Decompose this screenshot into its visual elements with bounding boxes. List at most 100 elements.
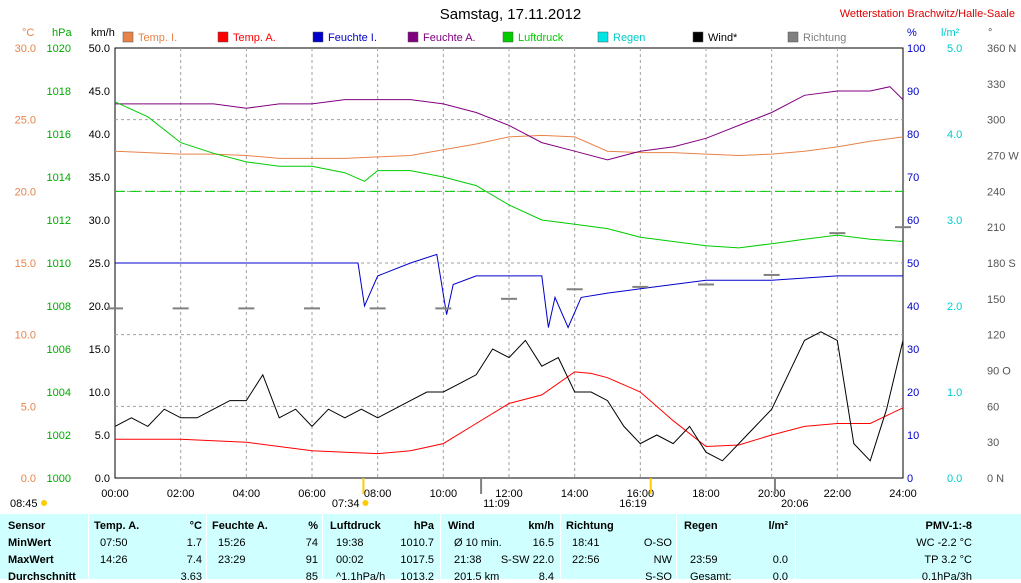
legend-label: Feuchte A. — [423, 32, 476, 44]
time-tick-label: 14:00 — [561, 488, 589, 500]
direction-dot — [107, 307, 123, 310]
sensor-header: Sensor — [8, 520, 46, 532]
axis-unit-label: hPa — [52, 27, 72, 39]
rain-tick-label: 3.0 — [947, 215, 962, 227]
page-title: Samstag, 17.11.2012 — [439, 6, 582, 23]
hpa-tick-label: 1000 — [47, 473, 71, 485]
temp-tick-label: 20.0 — [15, 186, 36, 198]
temp-tick-label: 15.0 — [15, 258, 36, 270]
legend-label: Temp. A. — [233, 32, 276, 44]
luftdruck-value: 1010.7 — [400, 537, 434, 549]
axis-unit-label: % — [907, 27, 917, 39]
richtung-value: S-SO — [645, 571, 672, 583]
legend-swatch — [312, 31, 324, 43]
kmh-tick-label: 40.0 — [89, 129, 110, 141]
dir-tick-label: 330 — [987, 79, 1005, 91]
temp-tick-label: 10.0 — [15, 330, 36, 342]
luftdruck-unit: hPa — [413, 520, 434, 532]
dir-tick-label: 210 — [987, 222, 1005, 234]
wind-value: S-SW 22.0 — [500, 554, 554, 566]
sunset-label: 16:19 — [619, 498, 647, 510]
pct-tick-label: 30 — [907, 344, 919, 356]
kmh-tick-label: 0.0 — [95, 473, 110, 485]
rain-tick-label: 1.0 — [947, 387, 962, 399]
richtung-value: O-SO — [643, 537, 672, 549]
temp-tick-label: 5.0 — [21, 401, 36, 413]
richtung-header: Richtung — [566, 520, 614, 532]
dir-tick-label: 270 W — [987, 151, 1019, 163]
hpa-tick-label: 1006 — [47, 344, 71, 356]
time-tick-label: 16:00 — [627, 488, 655, 500]
temp-tick-label: 30.0 — [15, 43, 36, 55]
pmv-value: 0.1hPa/3h — [921, 571, 972, 583]
regen-value: 0.0 — [772, 554, 788, 566]
hpa-tick-label: 1014 — [47, 172, 71, 184]
temp_a-value: 3.63 — [180, 571, 202, 583]
pct-tick-label: 60 — [907, 215, 919, 227]
series-line-luftdruck — [114, 101, 904, 249]
feuchte-time: 23:29 — [218, 554, 246, 566]
legend-label: Richtung — [803, 32, 846, 44]
richtung-time: 18:41 — [572, 537, 600, 549]
pmv-value: WC -2.2 °C — [916, 537, 972, 549]
temp_a-header: Temp. A. — [94, 520, 140, 532]
moon-label: 20:06 — [781, 498, 809, 510]
time-tick-label: 04:00 — [233, 488, 261, 500]
sensor-row-label: MaxWert — [8, 554, 54, 566]
left-time-label: 08:45 — [10, 498, 38, 510]
dir-tick-label: 300 — [987, 115, 1005, 127]
temp_a-value: 1.7 — [186, 537, 202, 549]
column-separator — [206, 514, 207, 579]
hpa-tick-label: 1004 — [47, 387, 71, 399]
kmh-tick-label: 5.0 — [95, 430, 110, 442]
axis-unit-label: ° — [988, 27, 992, 39]
time-tick-label: 08:00 — [364, 488, 392, 500]
direction-dot — [501, 297, 517, 300]
legend-swatch — [407, 31, 419, 43]
time-tick-label: 00:00 — [101, 488, 129, 500]
pct-tick-label: 80 — [907, 129, 919, 141]
luftdruck-time: 19:38 — [336, 537, 364, 549]
pct-tick-label: 50 — [907, 258, 919, 270]
kmh-tick-label: 45.0 — [89, 86, 110, 98]
column-separator — [88, 514, 89, 579]
dir-tick-label: 180 S — [987, 258, 1016, 270]
dir-tick-label: 60 — [987, 401, 999, 413]
feuchte-time: 15:26 — [218, 537, 246, 549]
dir-tick-label: 30 — [987, 437, 999, 449]
stats-table: Sensor MinWert MaxWert Durchschnitt Temp. A.… — [0, 514, 1021, 583]
wind-time: Ø 10 min. — [454, 537, 502, 549]
pct-tick-label: 70 — [907, 172, 919, 184]
legend-label: Regen — [613, 32, 645, 44]
sensor-row-label: MinWert — [8, 537, 52, 549]
series-line-wind — [114, 331, 904, 462]
luftdruck-value: 1017.5 — [400, 554, 434, 566]
luftdruck-value: 1013.2 — [400, 571, 434, 583]
rain-tick-label: 2.0 — [947, 301, 962, 313]
feuchte-value: 91 — [305, 554, 318, 566]
pmv-value: TP 3.2 °C — [924, 554, 972, 566]
legend-label: Luftdruck — [518, 32, 564, 44]
sunrise-label: 07:34 — [332, 498, 360, 510]
direction-dot — [895, 226, 911, 229]
pct-tick-label: 10 — [907, 430, 919, 442]
pct-tick-label: 100 — [907, 43, 925, 55]
temp_a-time: 14:26 — [100, 554, 128, 566]
direction-dot — [829, 232, 846, 235]
temp-tick-label: 0.0 — [21, 473, 36, 485]
legend-label: Wind* — [708, 32, 738, 44]
dir-tick-label: 0 N — [987, 473, 1004, 485]
dir-tick-label: 240 — [987, 186, 1005, 198]
station-name[interactable]: Wetterstation Brachwitz/Halle-Saale — [839, 8, 1015, 20]
wind-time: 21:38 — [454, 554, 482, 566]
kmh-tick-label: 25.0 — [89, 258, 110, 270]
direction-dot — [304, 307, 320, 310]
regen-value: 0.0 — [772, 571, 788, 583]
hpa-tick-label: 1008 — [47, 301, 71, 313]
series-line-feuchte-i — [115, 253, 903, 329]
legend-swatch — [597, 31, 609, 43]
direction-dot — [238, 307, 255, 310]
direction-dot — [632, 285, 649, 288]
kmh-tick-label: 15.0 — [89, 344, 110, 356]
time-tick-label: 24:00 — [889, 488, 917, 500]
